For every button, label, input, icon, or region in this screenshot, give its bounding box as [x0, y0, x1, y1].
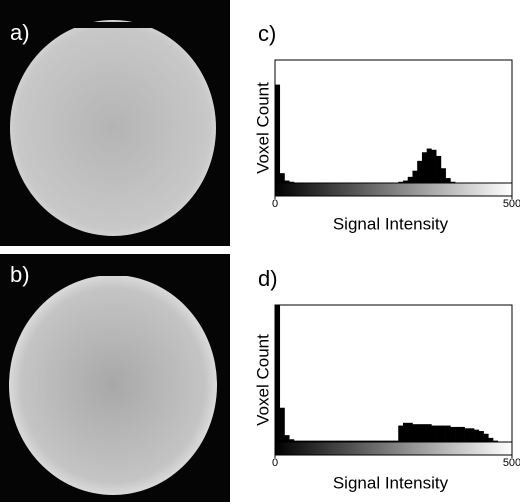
- x-tick-label: 500: [503, 198, 520, 210]
- histogram-bar: [289, 181, 295, 183]
- histogram-bar: [436, 155, 442, 183]
- histogram-bar: [275, 305, 281, 442]
- histogram-bar: [445, 178, 451, 183]
- x-axis-label: Signal Intensity: [333, 214, 449, 233]
- phantom-cap: [65, 22, 161, 28]
- x-tick-label: 0: [272, 457, 278, 469]
- histogram-bar: [402, 422, 409, 442]
- y-axis-label: Voxel Count: [253, 334, 272, 426]
- histogram-bar: [402, 180, 409, 183]
- panel-label: a): [10, 20, 30, 45]
- histogram-bar: [450, 181, 456, 183]
- histogram-bar: [355, 440, 361, 442]
- histogram-bar: [483, 433, 489, 442]
- histogram-bar: [279, 173, 285, 183]
- histogram-bar: [331, 440, 337, 442]
- histogram-bar: [417, 160, 423, 183]
- histogram-bar: [393, 440, 399, 442]
- histogram-bar: [478, 431, 484, 442]
- x-tick-label: 500: [503, 457, 520, 469]
- panel-label: d): [258, 266, 278, 291]
- histogram-bar: [488, 437, 494, 442]
- histogram-bar: [436, 425, 442, 442]
- histogram-bar: [327, 440, 333, 442]
- histogram-bar: [284, 435, 290, 442]
- histogram-bar: [384, 440, 390, 442]
- histogram-bar: [289, 439, 295, 442]
- colorbar: [274, 441, 513, 456]
- histogram-bar: [374, 440, 380, 442]
- histogram-bar: [379, 440, 385, 442]
- histogram-bar: [284, 180, 290, 183]
- phantom-cap: [65, 270, 161, 276]
- histogram-bar: [464, 428, 470, 442]
- plot-frame: [274, 304, 513, 443]
- histogram-bar: [445, 425, 451, 442]
- histogram-bar: [360, 440, 366, 442]
- histogram-bar: [431, 425, 437, 442]
- histogram-bar: [336, 440, 342, 442]
- histogram-bar: [279, 407, 285, 442]
- histogram-bar: [398, 181, 404, 183]
- histogram-bar: [431, 149, 437, 183]
- plot-frame: [274, 59, 513, 184]
- histogram-bar: [469, 428, 475, 442]
- histogram-bar: [298, 440, 304, 442]
- histogram-bar: [474, 429, 480, 442]
- histogram-bar: [417, 424, 423, 442]
- histogram-bar: [407, 176, 413, 183]
- histogram-bar: [493, 440, 499, 442]
- histogram-bar: [341, 440, 347, 442]
- phantom: [10, 20, 216, 236]
- histogram-bar: [369, 440, 375, 442]
- histogram-bar: [412, 170, 418, 183]
- histogram-bar: [421, 152, 427, 183]
- panel-label: c): [258, 21, 276, 46]
- histogram-bar: [412, 424, 418, 442]
- histogram-bar: [426, 424, 432, 442]
- histogram-bar: [426, 148, 432, 183]
- colorbar: [274, 182, 513, 197]
- histogram-bar: [317, 440, 323, 442]
- histogram-bar: [322, 440, 328, 442]
- histogram-bar: [346, 440, 352, 442]
- histogram-bar: [407, 422, 413, 442]
- histogram-bar: [303, 440, 309, 442]
- panel-label: b): [10, 262, 30, 287]
- histogram-bar: [455, 426, 461, 442]
- histogram-bar: [421, 424, 427, 442]
- histogram-bar: [450, 426, 456, 442]
- histogram-bar: [312, 440, 318, 442]
- histogram-bar: [398, 425, 404, 442]
- x-tick-label: 0: [272, 198, 278, 210]
- histogram-bar: [293, 440, 299, 442]
- histogram-bar: [275, 84, 281, 183]
- histogram-bar: [440, 425, 446, 442]
- histogram-bar: [308, 440, 314, 442]
- y-axis-label: Voxel Count: [253, 82, 272, 174]
- histogram-bar: [440, 168, 446, 183]
- histogram-bar: [350, 440, 356, 442]
- histogram-bar: [459, 426, 465, 442]
- phantom: [9, 275, 217, 495]
- histogram-bar: [388, 440, 394, 442]
- x-axis-label: Signal Intensity: [333, 473, 449, 492]
- histogram-bar: [365, 440, 371, 442]
